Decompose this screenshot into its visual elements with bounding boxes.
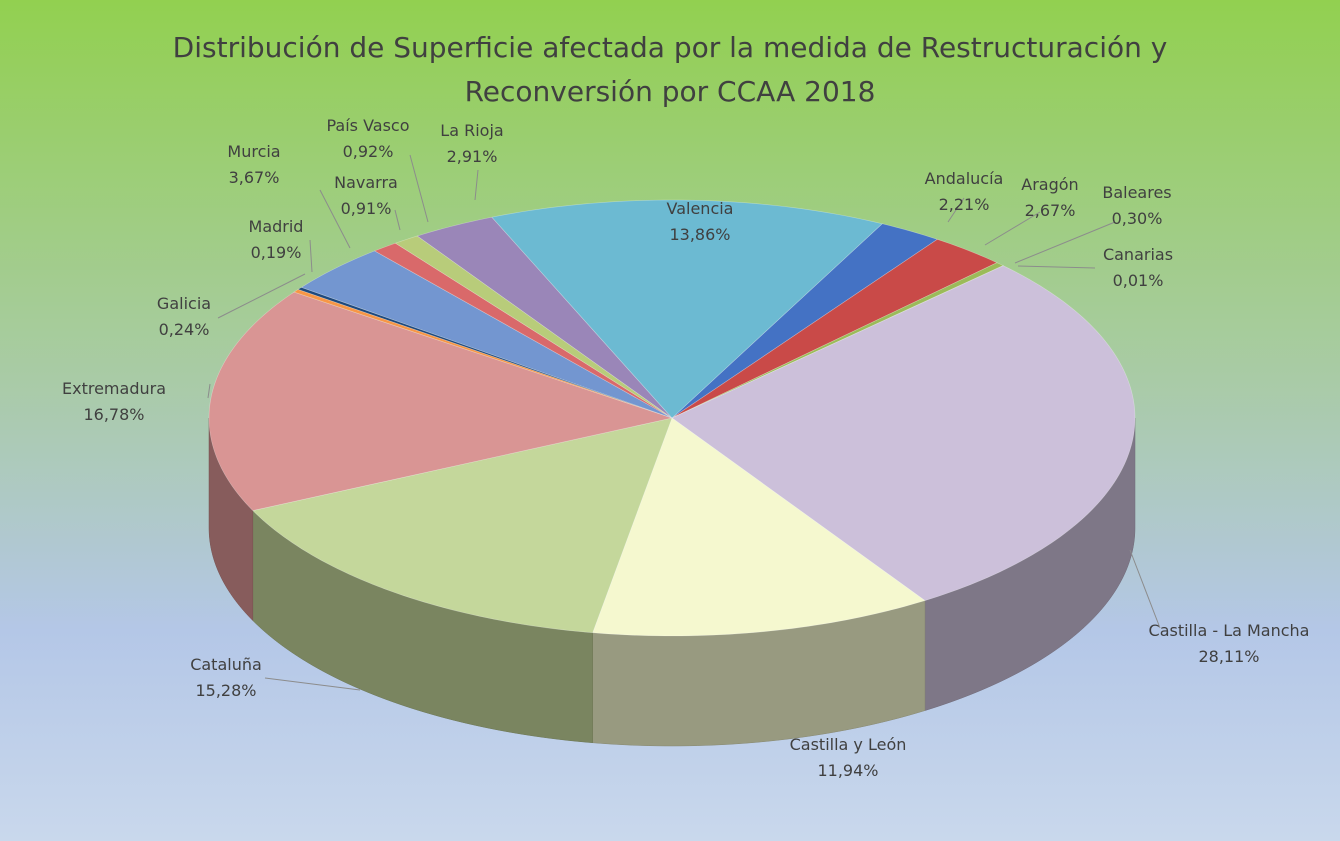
- slice: [300, 250, 673, 419]
- data-label-value: 13,86%: [669, 225, 730, 244]
- data-label-value: 2,21%: [939, 195, 990, 214]
- slice: [252, 417, 673, 744]
- leader-line: [309, 239, 313, 273]
- slice-side: [208, 417, 254, 622]
- data-label-value: 0,92%: [343, 142, 394, 161]
- leader-line: [1129, 549, 1161, 629]
- slice-top: [671, 262, 1004, 419]
- slice: [373, 242, 673, 419]
- data-label-value: 0,01%: [1113, 271, 1164, 290]
- slice-top: [297, 286, 673, 419]
- data-label-value: 3,67%: [229, 168, 280, 187]
- slice: [293, 289, 673, 419]
- data-label-name: Cataluña: [190, 655, 262, 674]
- leader-line: [474, 169, 479, 201]
- slice-top: [491, 199, 883, 419]
- slice: [671, 265, 1136, 711]
- data-label-value: 0,30%: [1112, 209, 1163, 228]
- slice-top: [671, 238, 998, 419]
- slice-top: [373, 242, 673, 419]
- data-label-name: Extremadura: [62, 379, 166, 398]
- data-label-name: Navarra: [334, 173, 398, 192]
- data-label-name: Castilla y León: [790, 735, 907, 754]
- slice-top: [592, 417, 926, 637]
- slice: [592, 417, 926, 747]
- data-label-name: Galicia: [157, 294, 211, 313]
- leader-line: [1017, 265, 1096, 269]
- slice-top: [300, 250, 673, 419]
- slice-top: [293, 289, 673, 419]
- data-label-value: 11,94%: [817, 761, 878, 780]
- data-label-name: Valencia: [667, 199, 734, 218]
- slice: [671, 262, 1004, 419]
- data-label-name: Murcia: [227, 142, 280, 161]
- leader-line: [319, 189, 351, 249]
- slice-top: [252, 417, 673, 634]
- data-label-name: La Rioja: [440, 121, 503, 140]
- slice-top: [208, 291, 674, 511]
- data-label-name: Baleares: [1102, 183, 1171, 202]
- data-label-value: 2,91%: [447, 147, 498, 166]
- data-label-value: 2,67%: [1025, 201, 1076, 220]
- data-label-value: 15,28%: [195, 681, 256, 700]
- slice: [491, 199, 883, 419]
- data-label-value: 16,78%: [83, 405, 144, 424]
- slice: [394, 235, 673, 419]
- leader-line: [1014, 221, 1116, 264]
- data-label-name: Aragón: [1021, 175, 1078, 194]
- slice: [297, 286, 673, 419]
- leader-line: [984, 211, 1041, 246]
- data-label-name: Canarias: [1103, 245, 1173, 264]
- data-label-name: Andalucía: [925, 169, 1004, 188]
- leader-line: [947, 197, 965, 223]
- slice-top: [394, 235, 673, 419]
- slice: [416, 216, 673, 419]
- slice-top: [671, 223, 938, 419]
- data-label-name: País Vasco: [326, 116, 409, 135]
- data-label-value: 0,24%: [159, 320, 210, 339]
- slice: [671, 223, 938, 419]
- data-label-name: Madrid: [249, 217, 304, 236]
- leader-line: [264, 677, 361, 691]
- leader-line: [394, 209, 401, 231]
- data-label-value: 0,91%: [341, 199, 392, 218]
- slice-top: [671, 265, 1136, 601]
- leader-line: [217, 273, 306, 319]
- slice: [208, 291, 674, 622]
- slice-top: [416, 216, 673, 419]
- data-label-value: 0,19%: [251, 243, 302, 262]
- data-label-value: 28,11%: [1198, 647, 1259, 666]
- data-label-name: Castilla - La Mancha: [1149, 621, 1310, 640]
- chart-title: Distribución de Superficie afectada por …: [172, 31, 1168, 108]
- leader-line: [409, 154, 429, 223]
- leader-line: [207, 383, 211, 399]
- slice: [671, 238, 998, 419]
